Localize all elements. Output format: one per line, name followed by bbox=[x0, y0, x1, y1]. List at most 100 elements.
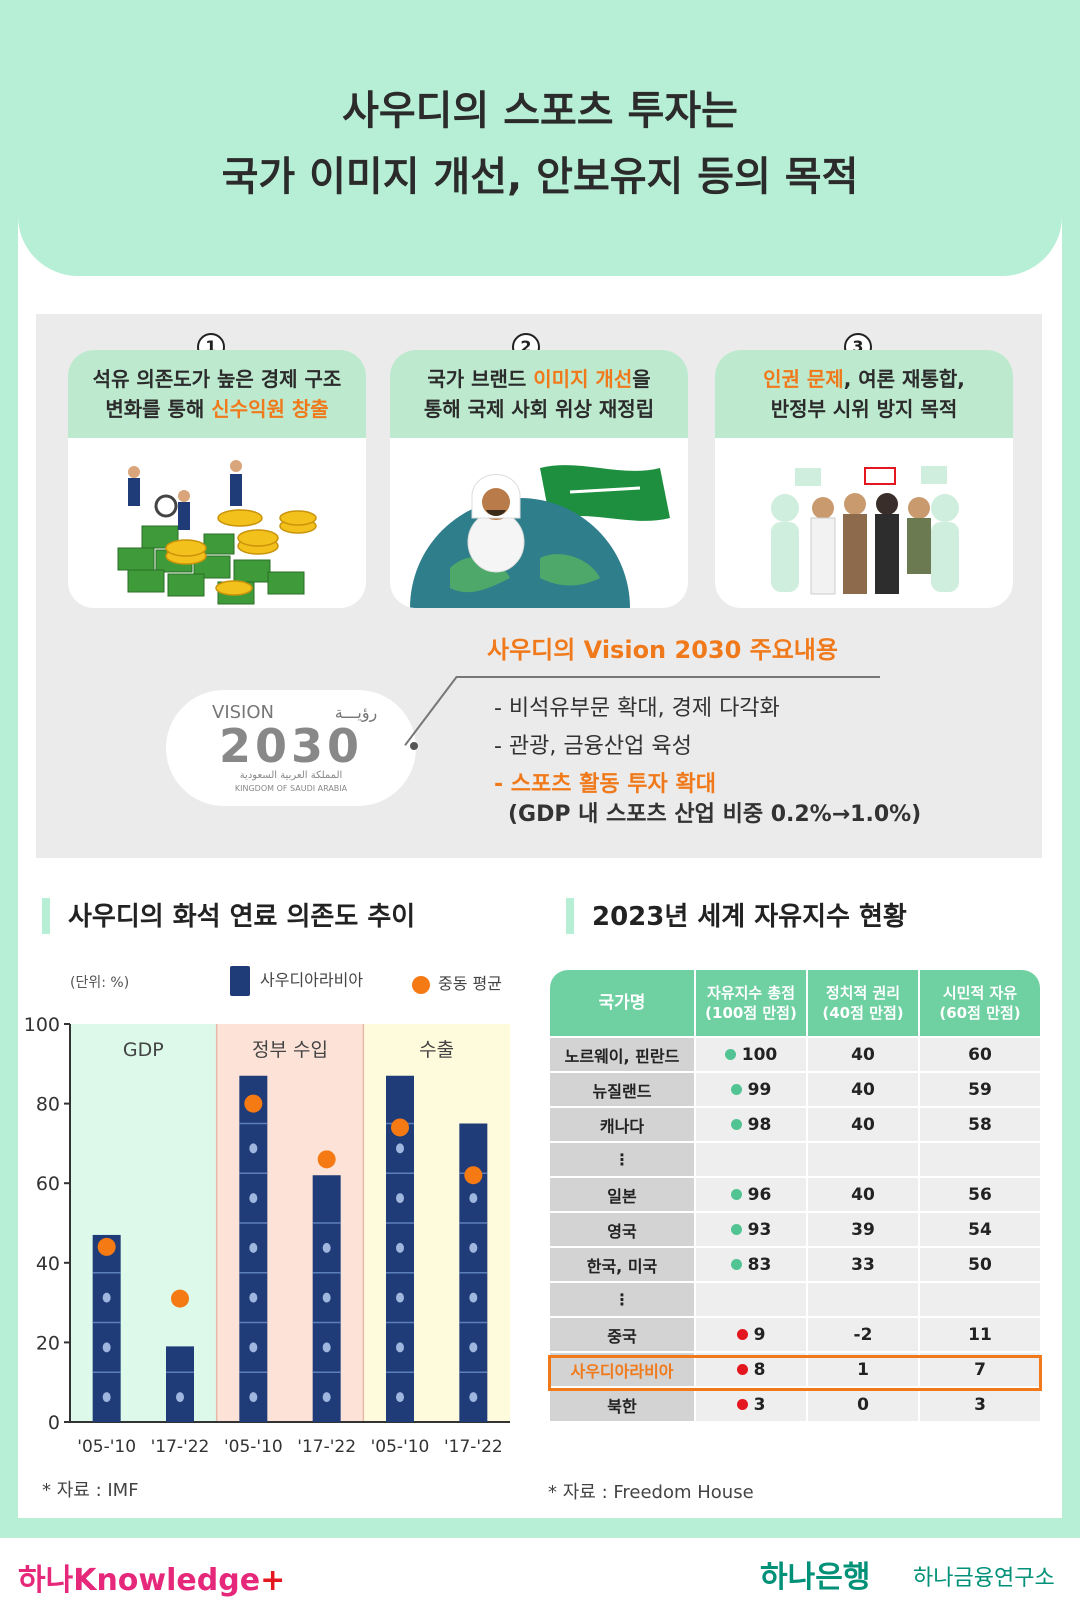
table-row-name: 한국, 미국 bbox=[550, 1248, 694, 1281]
chart-group-label: 정부 수입 bbox=[252, 1039, 328, 1061]
oil-drop-mark bbox=[249, 1193, 258, 1204]
x-tick-label: '05-'10 bbox=[77, 1437, 136, 1457]
chart-title-bar bbox=[42, 898, 50, 934]
table-section-title: 2023년 세계 자유지수 현황 bbox=[592, 902, 907, 932]
table-cell: 1 bbox=[808, 1353, 918, 1386]
chart-group-bg bbox=[363, 1024, 510, 1422]
middle-east-dot bbox=[97, 1237, 116, 1256]
callout-dot bbox=[410, 742, 418, 750]
table-header-cell: 국가명 bbox=[550, 970, 694, 1036]
vision-title: 사우디의 Vision 2030 주요내용 bbox=[487, 636, 838, 664]
middle-east-dot bbox=[171, 1289, 189, 1308]
table-header-cell: 자유지수 총점 (100점 만점) bbox=[696, 970, 806, 1036]
logo-arabic-text: رؤيـــة bbox=[335, 703, 378, 723]
table-cell: 8 bbox=[696, 1353, 806, 1386]
protest-crowd-illustration bbox=[771, 466, 959, 595]
oil-drop-mark bbox=[396, 1342, 404, 1353]
oil-drop-mark bbox=[102, 1392, 111, 1403]
saudi-flag-globe-illustration bbox=[410, 465, 670, 608]
middle-east-dot bbox=[464, 1166, 483, 1185]
table-row-name: 일본 bbox=[550, 1178, 694, 1211]
orange-dot-icon bbox=[412, 975, 430, 994]
page-title-line1: 사우디의 스포츠 투자는 bbox=[342, 88, 738, 134]
oil-drop-mark bbox=[249, 1143, 258, 1154]
oil-drop-mark bbox=[322, 1242, 331, 1253]
table-cell: 100 bbox=[696, 1038, 806, 1071]
table-cell: 11 bbox=[920, 1318, 1040, 1351]
table-source: * 자료 : Freedom House bbox=[548, 1482, 754, 1503]
oil-drop-mark bbox=[249, 1242, 258, 1253]
table-header-cell: 정치적 권리 (40점 만점) bbox=[808, 970, 918, 1036]
table-cell: 59 bbox=[920, 1073, 1040, 1106]
vision-item-highlight: - 스포츠 활동 투자 확대 bbox=[494, 772, 716, 797]
card-1-text: 석유 의존도가 높은 경제 구조 변화를 통해 신수익원 창출 bbox=[68, 350, 366, 438]
table-cell: 33 bbox=[808, 1248, 918, 1281]
vision-2030-logo: VISION رؤيـــة 2030 المملكة العربية السع… bbox=[166, 690, 416, 806]
table-cell: 3 bbox=[920, 1388, 1040, 1421]
oil-drop-mark bbox=[396, 1193, 404, 1204]
table-row-name: 북한 bbox=[550, 1388, 694, 1421]
saudi-bar bbox=[166, 1346, 194, 1422]
legend-middle-east: 중동 평균 bbox=[412, 970, 502, 994]
chart-group-bg bbox=[70, 1024, 217, 1422]
table-cell bbox=[696, 1143, 806, 1176]
x-tick-label: '05-'10 bbox=[224, 1437, 283, 1457]
logo-kingdom-text: KINGDOM OF SAUDI ARABIA bbox=[235, 784, 348, 793]
table-cell: 39 bbox=[808, 1213, 918, 1246]
table-row-name: 영국 bbox=[550, 1213, 694, 1246]
table-row-name: 중국 bbox=[550, 1318, 694, 1351]
table-cell: 83 bbox=[696, 1248, 806, 1281]
table-cell: -2 bbox=[808, 1318, 918, 1351]
table-title-bar bbox=[566, 898, 574, 934]
table-cell: 7 bbox=[920, 1353, 1040, 1386]
purpose-card-2: 국가 브랜드 이미지 개선을 통해 국제 사회 위상 재정립 bbox=[390, 350, 688, 608]
table-cell: 58 bbox=[920, 1108, 1040, 1141]
oil-drop-mark bbox=[102, 1342, 111, 1353]
x-tick-label: '17-'22 bbox=[444, 1437, 503, 1457]
oil-drop-mark bbox=[469, 1292, 478, 1303]
green-dot-icon bbox=[730, 1084, 742, 1095]
table-header-cell: 시민적 자유 (60점 만점) bbox=[920, 970, 1040, 1036]
hana-bank-logo: 하나은행 bbox=[760, 1560, 871, 1595]
green-dot-icon bbox=[730, 1119, 742, 1130]
table-cell: 98 bbox=[696, 1108, 806, 1141]
table-cell bbox=[920, 1283, 1040, 1316]
header-curve bbox=[18, 200, 1062, 276]
table-row-name: ⋮ bbox=[550, 1283, 694, 1316]
table-cell: 60 bbox=[920, 1038, 1040, 1071]
y-tick-label: 100 bbox=[24, 1014, 60, 1036]
table-row-name: 캐나다 bbox=[550, 1108, 694, 1141]
chart-group-label: 수출 bbox=[419, 1039, 454, 1061]
logo-year-text: 2030 bbox=[219, 719, 363, 773]
table-cell: 54 bbox=[920, 1213, 1040, 1246]
header: 사우디의 스포츠 투자는 국가 이미지 개선, 안보유지 등의 목적 bbox=[0, 0, 1080, 275]
oil-drop-mark bbox=[249, 1342, 258, 1353]
legend-saudi: 사우디아라비아 bbox=[230, 966, 363, 996]
purpose-card-1: 석유 의존도가 높은 경제 구조 변화를 통해 신수익원 창출 bbox=[68, 350, 366, 608]
saudi-bar bbox=[92, 1234, 121, 1422]
x-tick-label: '05-'10 bbox=[371, 1437, 430, 1457]
chart-group-bg bbox=[216, 1024, 364, 1422]
table-cell: 99 bbox=[696, 1073, 806, 1106]
oil-drop-mark bbox=[322, 1292, 331, 1303]
y-tick-label: 40 bbox=[36, 1253, 60, 1275]
oil-drop-mark bbox=[249, 1292, 258, 1303]
page-title: 사우디의 스포츠 투자는 국가 이미지 개선, 안보유지 등의 목적 bbox=[0, 78, 1080, 210]
green-dot-icon bbox=[724, 1049, 736, 1060]
table-cell bbox=[696, 1283, 806, 1316]
table-row-name: 노르웨이, 핀란드 bbox=[550, 1038, 694, 1071]
table-cell: 93 bbox=[696, 1213, 806, 1246]
callout-line bbox=[456, 676, 880, 678]
vision-item-2: - 관광, 금융산업 육성 bbox=[494, 734, 692, 759]
y-tick-label: 20 bbox=[36, 1332, 60, 1354]
table-cell: 40 bbox=[808, 1108, 918, 1141]
red-dot-icon bbox=[736, 1399, 748, 1410]
oil-barrel-icon bbox=[230, 966, 250, 996]
oil-drop-mark bbox=[396, 1242, 404, 1253]
oil-drop-mark bbox=[469, 1392, 478, 1403]
table-cell: 40 bbox=[808, 1178, 918, 1211]
red-dot-icon bbox=[736, 1329, 748, 1340]
page-title-line2: 국가 이미지 개선, 안보유지 등의 목적 bbox=[221, 154, 859, 200]
table-cell: 56 bbox=[920, 1178, 1040, 1211]
table-row-name: ⋮ bbox=[550, 1143, 694, 1176]
